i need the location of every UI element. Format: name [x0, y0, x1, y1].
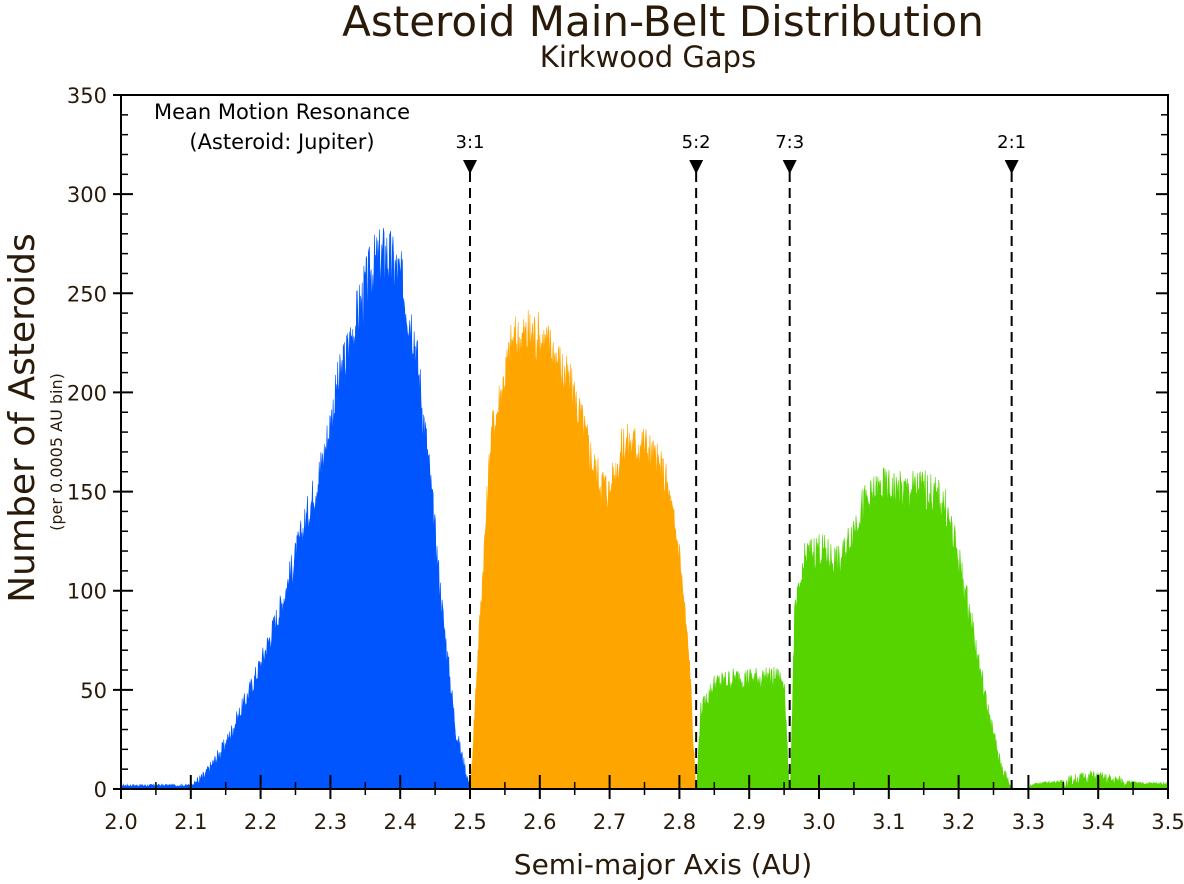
y-tick-label-2: 100 [67, 580, 107, 604]
resonance-marker-3 [1004, 160, 1019, 174]
x-tick-label-10: 3.0 [802, 810, 835, 834]
series-layer [120, 227, 1169, 790]
x-tick-label-7: 2.7 [593, 810, 626, 834]
resonance-label-0: 3:1 [456, 132, 485, 153]
y-tick-label-1: 50 [80, 679, 107, 703]
series-area-1 [470, 309, 696, 790]
resonance-label-1: 5:2 [682, 132, 711, 153]
x-tick-label-14: 3.4 [1081, 810, 1114, 834]
x-tick-label-5: 2.5 [453, 810, 486, 834]
resonance-label-2: 7:3 [775, 132, 804, 153]
x-tick-label-0: 2.0 [104, 810, 137, 834]
annotation-line-2: (Asteroid: Jupiter) [189, 130, 374, 154]
x-tick-label-13: 3.3 [1012, 810, 1045, 834]
resonance-marker-0 [463, 160, 477, 174]
x-tick-label-4: 2.4 [383, 810, 416, 834]
x-tick-label-15: 3.5 [1151, 810, 1184, 834]
annotation-line-1: Mean Motion Resonance [154, 100, 410, 124]
resonance-layer: 3:1 5:2 7:3 2:1 [456, 132, 1026, 789]
x-axis: 2.0 2.1 2.2 2.3 2.4 2.5 2.6 2.7 2.8 2.9 3.0 3.1 3.2 3… [104, 775, 1184, 834]
y-tick-label-4: 200 [67, 381, 107, 405]
x-tick-label-11: 3.1 [872, 810, 905, 834]
y-tick-label-7: 350 [67, 84, 107, 108]
x-tick-label-2: 2.2 [244, 810, 277, 834]
resonance-marker-2 [782, 160, 797, 174]
x-tick-label-8: 2.8 [663, 810, 696, 834]
series-area-0 [120, 227, 471, 790]
chart-subtitle: Kirkwood Gaps [540, 40, 756, 74]
y-axis: 0 50 100 150 200 250 300 350 [67, 84, 1168, 802]
x-tick-label-6: 2.6 [523, 810, 556, 834]
series-area-2 [696, 467, 1012, 790]
y-tick-label-6: 300 [67, 183, 107, 207]
y-axis-title: Number of Asteroids [2, 233, 43, 603]
resonance-label-3: 2:1 [997, 132, 1026, 153]
y-axis-subtitle: (per 0.0005 AU bin) [47, 373, 66, 531]
x-axis-title: Semi-major Axis (AU) [514, 848, 812, 881]
y-tick-label-3: 150 [67, 481, 107, 505]
x-tick-label-12: 3.2 [942, 810, 975, 834]
x-tick-label-3: 2.3 [314, 810, 347, 834]
y-tick-label-5: 250 [67, 282, 107, 306]
resonance-marker-1 [689, 160, 704, 174]
x-tick-label-9: 2.9 [732, 810, 765, 834]
y-tick-label-0: 0 [94, 778, 107, 802]
chart-title: Asteroid Main-Belt Distribution [342, 0, 984, 46]
x-tick-label-1: 2.1 [174, 810, 207, 834]
